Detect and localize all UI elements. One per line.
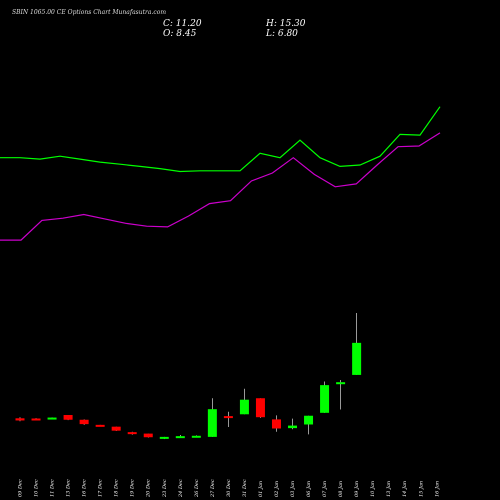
indicator-lines [0, 106, 441, 241]
x-tick-label: 31 Dec [242, 479, 248, 497]
x-tick-label: 10 Dec [34, 479, 40, 497]
candle-body-up [320, 385, 330, 413]
candle-body-down [255, 398, 265, 418]
x-tick-label: 02 Jan [274, 481, 280, 497]
x-axis-tick-labels: 09 Dec 10 Dec 11 Dec 13 Dec 16 Dec 17 Dec 18 D… [18, 479, 441, 498]
x-tick-label: 11 Dec [50, 479, 56, 497]
candle-body-up [175, 436, 185, 439]
candle-body-up [336, 382, 346, 385]
x-tick-label: 13 Jan [386, 481, 392, 497]
candle-body-up [159, 436, 169, 439]
x-tick-label: 23 Dec [162, 479, 168, 498]
x-tick-label: 07 Jan [322, 481, 328, 497]
x-tick-label: 24 Dec [178, 479, 184, 498]
candle-body-down [95, 424, 105, 427]
candle-body-down [63, 415, 73, 420]
candle-body-down [31, 418, 41, 421]
x-tick-label: 16 Jan [434, 481, 440, 497]
upper-indicator-line [0, 106, 441, 173]
chart-title: SBIN 1065.00 CE Options Chart Munafasutr… [12, 9, 167, 16]
x-tick-label: 26 Dec [194, 479, 200, 498]
x-tick-label: 15 Jan [418, 481, 424, 497]
x-tick-label: 09 Dec [18, 479, 24, 497]
candle-body-up [207, 409, 217, 437]
x-tick-label: 09 Jan [354, 481, 360, 497]
lower-indicator-line [0, 132, 441, 241]
x-tick-label: 08 Jan [338, 481, 344, 497]
candle-body-down [271, 419, 281, 429]
x-tick-label: 01 Jan [258, 481, 264, 497]
candle-body-up [304, 415, 314, 425]
candle-body-down [223, 416, 233, 419]
candle-body-up [191, 435, 201, 438]
open-value: O: 8.45 [163, 29, 197, 39]
x-tick-label: 13 Dec [66, 479, 72, 497]
close-value: C: 11.20 [163, 19, 202, 29]
x-tick-label: 27 Dec [210, 479, 216, 498]
candle-body-up [47, 417, 57, 420]
x-tick-label: 06 Jan [306, 481, 312, 497]
x-tick-label: 03 Jan [290, 481, 296, 497]
candle-body-up [239, 399, 249, 415]
x-tick-label: 18 Dec [114, 479, 120, 497]
candle-body-up [288, 425, 298, 429]
x-tick-label: 20 Dec [146, 479, 152, 498]
x-tick-label: 16 Dec [82, 479, 88, 497]
candle-body-down [79, 419, 89, 425]
candle-body-down [111, 426, 121, 431]
high-value: H: 15.30 [266, 19, 306, 29]
candle-body-down [15, 418, 25, 421]
x-tick-label: 17 Dec [98, 479, 104, 497]
x-tick-label: 30 Dec [226, 479, 232, 497]
candle-body-down [127, 432, 137, 435]
candle-body-up [352, 342, 362, 375]
candles [15, 312, 362, 440]
x-tick-label: 19 Dec [130, 479, 136, 497]
x-tick-label: 14 Jan [402, 481, 408, 497]
candle-body-down [143, 433, 153, 438]
x-tick-label: 10 Jan [370, 481, 376, 497]
low-value: L: 6.80 [266, 29, 298, 39]
